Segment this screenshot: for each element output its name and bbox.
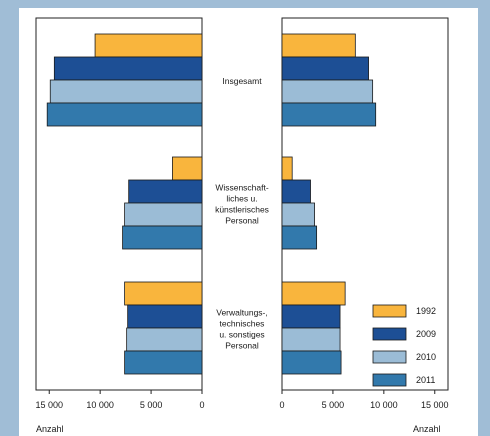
bar-left-2009-2 (128, 179, 203, 204)
category-label: Wissenschaft- (215, 183, 269, 193)
bar-left-2010-3 (126, 327, 203, 352)
legend-label-2010: 2010 (416, 352, 436, 362)
bar-left-1992-3 (124, 281, 203, 306)
bar-right-1992-3 (281, 281, 346, 306)
bar-left-2009-1 (53, 56, 203, 81)
right-axis-unit-label: Anzahl (413, 424, 441, 434)
chart-panel: Insgesamt Wissenschaft-liches u. künstleri… (19, 8, 478, 436)
left-tick-label: 0 (199, 400, 204, 410)
legend-swatch-2009 (372, 327, 407, 341)
bar-right-2010-2 (281, 202, 315, 227)
bar-left-2011-3 (124, 350, 203, 375)
bar-left-2010-1 (49, 79, 203, 104)
bar-right-1992-2 (281, 156, 293, 181)
legend-swatch-2011 (372, 373, 407, 387)
bar-right-2009-2 (281, 179, 311, 204)
bar-right-2009-1 (281, 56, 369, 81)
right-tick-label: 0 (279, 400, 284, 410)
left-tick-label: 5 000 (140, 400, 163, 410)
legend-swatch-1992 (372, 304, 407, 318)
left-axis-unit-label: Anzahl (36, 424, 64, 434)
bar-left-2011-1 (46, 102, 203, 127)
category-label: u. sonstiges (219, 330, 264, 340)
bar-left-1992-1 (94, 33, 203, 58)
category-label: künstlerisches (215, 205, 269, 215)
legend-label-1992: 1992 (416, 306, 436, 316)
bar-left-1992-2 (172, 156, 203, 181)
bar-right-1992-1 (281, 33, 356, 58)
left-tick-label: 15 000 (35, 400, 63, 410)
category-label: Personal (225, 216, 259, 226)
category-label: Personal (225, 341, 259, 351)
bar-right-2011-2 (281, 225, 318, 250)
bar-left-2009-3 (127, 304, 203, 329)
bar-right-2011-3 (281, 350, 342, 375)
legend-swatch-2010 (372, 350, 407, 364)
category-label: Verwaltungs-, (216, 308, 268, 318)
left-tick-label: 10 000 (86, 400, 114, 410)
bar-right-2010-1 (281, 79, 374, 104)
right-tick-label: 5 000 (322, 400, 345, 410)
category-label: technisches (220, 319, 265, 329)
category-label: Insgesamt (222, 76, 262, 86)
bar-left-2011-2 (122, 225, 203, 250)
bar-right-2010-3 (281, 327, 341, 352)
bar-right-2009-3 (281, 304, 341, 329)
right-tick-label: 10 000 (370, 400, 398, 410)
category-label: liches u. (226, 194, 257, 204)
bar-left-2010-2 (124, 202, 203, 227)
legend-label-2009: 2009 (416, 329, 436, 339)
legend-label-2011: 2011 (416, 375, 435, 385)
chart-svg: Insgesamt Wissenschaft-liches u.künstleri… (35, 17, 449, 434)
right-tick-label: 15 000 (421, 400, 449, 410)
bar-right-2011-1 (281, 102, 377, 127)
